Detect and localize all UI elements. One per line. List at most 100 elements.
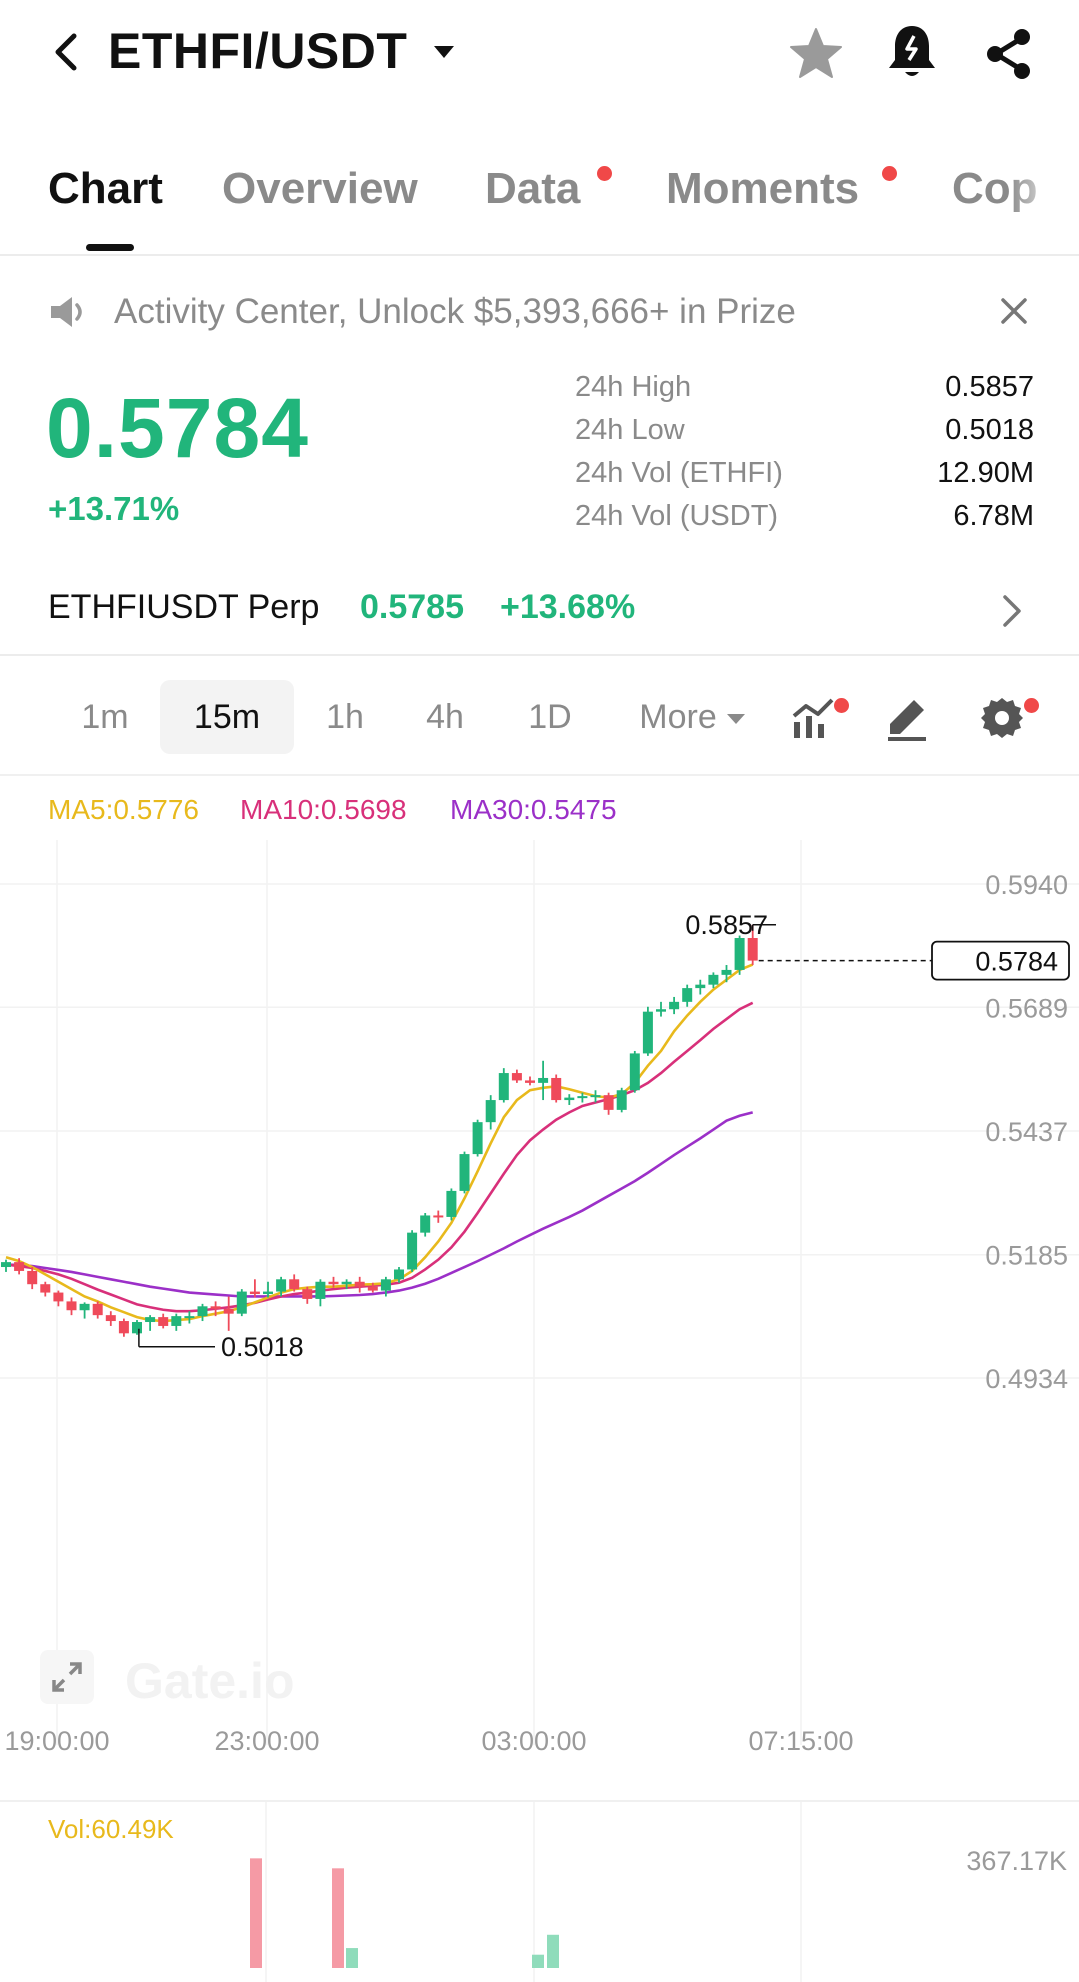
stat-value-24h-vol-base: 12.90M [937,457,1034,489]
tab-data[interactable]: Data [485,164,581,213]
watermark: Gate.io [125,1653,295,1709]
volume-bars [250,1802,802,1982]
notification-dot [1024,698,1039,713]
stat-label-24h-vol-quote: 24h Vol (USDT) [575,500,779,532]
candle-up [145,1317,156,1323]
candle-down [53,1292,64,1302]
timeframe-more-dropdown[interactable]: More [622,680,762,754]
close-icon[interactable] [1000,297,1028,325]
back-icon[interactable] [48,30,84,74]
ma30-legend: MA30:0.5475 [450,794,617,825]
candle-up [420,1215,431,1233]
candle-up [236,1291,247,1314]
notification-dot [834,698,849,713]
low-marker-label: 0.5018 [221,1332,304,1362]
timeframe-15m[interactable]: 15m [160,680,294,754]
candle-up [315,1281,326,1299]
time-tick-label: 07:15:00 [748,1726,853,1756]
candle-up [590,1095,601,1098]
stat-value-24h-vol-quote: 6.78M [953,500,1034,532]
bell-icon[interactable] [884,22,940,82]
candle-down [210,1306,221,1309]
volume-bar-up [532,1954,544,1968]
star-icon[interactable] [788,26,844,80]
candle-up [79,1303,90,1311]
indicators-icon[interactable] [790,694,838,742]
moving-average-lines [5,963,754,1323]
candle-up [1,1262,11,1268]
candle-up [184,1316,195,1319]
candle-up [734,938,745,970]
candle-up [263,1291,273,1295]
candle-up [485,1100,496,1123]
candle-up [669,1001,680,1010]
volume-bar-up [547,1934,559,1968]
candle-down [92,1303,103,1316]
candle-up [682,988,693,1002]
draw-pencil-icon[interactable] [884,694,932,742]
volume-label: Vol:60.49K [48,1814,174,1844]
timeframe-4h[interactable]: 4h [426,698,464,736]
candle-up [616,1090,627,1110]
candle-down [511,1073,522,1081]
ma5-legend: MA5:0.5776 [48,794,199,825]
timeframe-1h[interactable]: 1h [326,698,364,736]
perp-link-row[interactable]: ETHFIUSDT Perp 0.5785 +13.68% [0,570,1079,656]
candle-down [118,1321,129,1334]
chevron-right-icon [1003,595,1021,627]
candle-up [708,974,719,985]
share-icon[interactable] [982,26,1036,82]
price-tick-label: 0.5185 [985,1241,1068,1271]
candle-down [354,1281,365,1287]
last-price-label: 0.5784 [975,947,1058,977]
caret-down-icon [726,714,745,725]
settings-gear-icon[interactable] [978,694,1026,742]
ma10-line [5,1001,754,1313]
fullscreen-expand-icon[interactable] [40,1650,94,1704]
ma5-line [5,963,754,1323]
top-bar: ETHFI/USDT [0,0,1079,110]
perp-name: ETHFIUSDT Perp [48,588,320,626]
tab-overview[interactable]: Overview [222,164,418,213]
candle-down [603,1095,614,1110]
candle-up [538,1077,549,1083]
price-tick-label: 0.4934 [985,1364,1068,1394]
candle-up [341,1281,352,1285]
price-axis: 0.5940 0.5689 0.5437 0.5185 0.4934 [985,870,1068,1394]
chart-grid [0,840,1079,1745]
stat-label-24h-vol-base: 24h Vol (ETHFI) [575,457,783,489]
tab-moments[interactable]: Moments [666,164,860,213]
candle-up [721,969,732,975]
candle-down [249,1291,260,1295]
volume-bar-down [250,1858,262,1968]
candle-down [14,1262,25,1271]
timeframe-1m[interactable]: 1m [81,698,129,736]
time-tick-label: 03:00:00 [481,1726,586,1756]
tab-chart[interactable]: Chart [48,164,163,213]
candle-up [472,1122,483,1155]
pair-title[interactable]: ETHFI/USDT [108,23,408,79]
candle-down [223,1308,234,1314]
candle-up [577,1096,588,1099]
announcement-text[interactable]: Activity Center, Unlock $5,393,666+ in P… [114,292,796,331]
perp-change: +13.68% [500,588,636,626]
candle-up [394,1269,404,1280]
candle-up [656,1009,666,1012]
candle-up [498,1073,509,1101]
timeframe-1d[interactable]: 1D [528,698,572,736]
speaker-icon [51,297,82,327]
time-tick-label: 23:00:00 [214,1726,319,1756]
candle-up [197,1306,208,1317]
candle-up [407,1232,418,1270]
candle-up [171,1316,182,1326]
stat-label-24h-high: 24h High [575,371,692,403]
candle-down [289,1279,300,1290]
candle-down [158,1317,169,1326]
caret-down-icon[interactable] [432,44,456,60]
tab-bar: Chart Overview Data Moments Cop [0,150,1079,256]
more-label: More [639,698,717,736]
candle-down [105,1315,116,1322]
candle-down [551,1077,562,1101]
candle-up [642,1011,653,1054]
